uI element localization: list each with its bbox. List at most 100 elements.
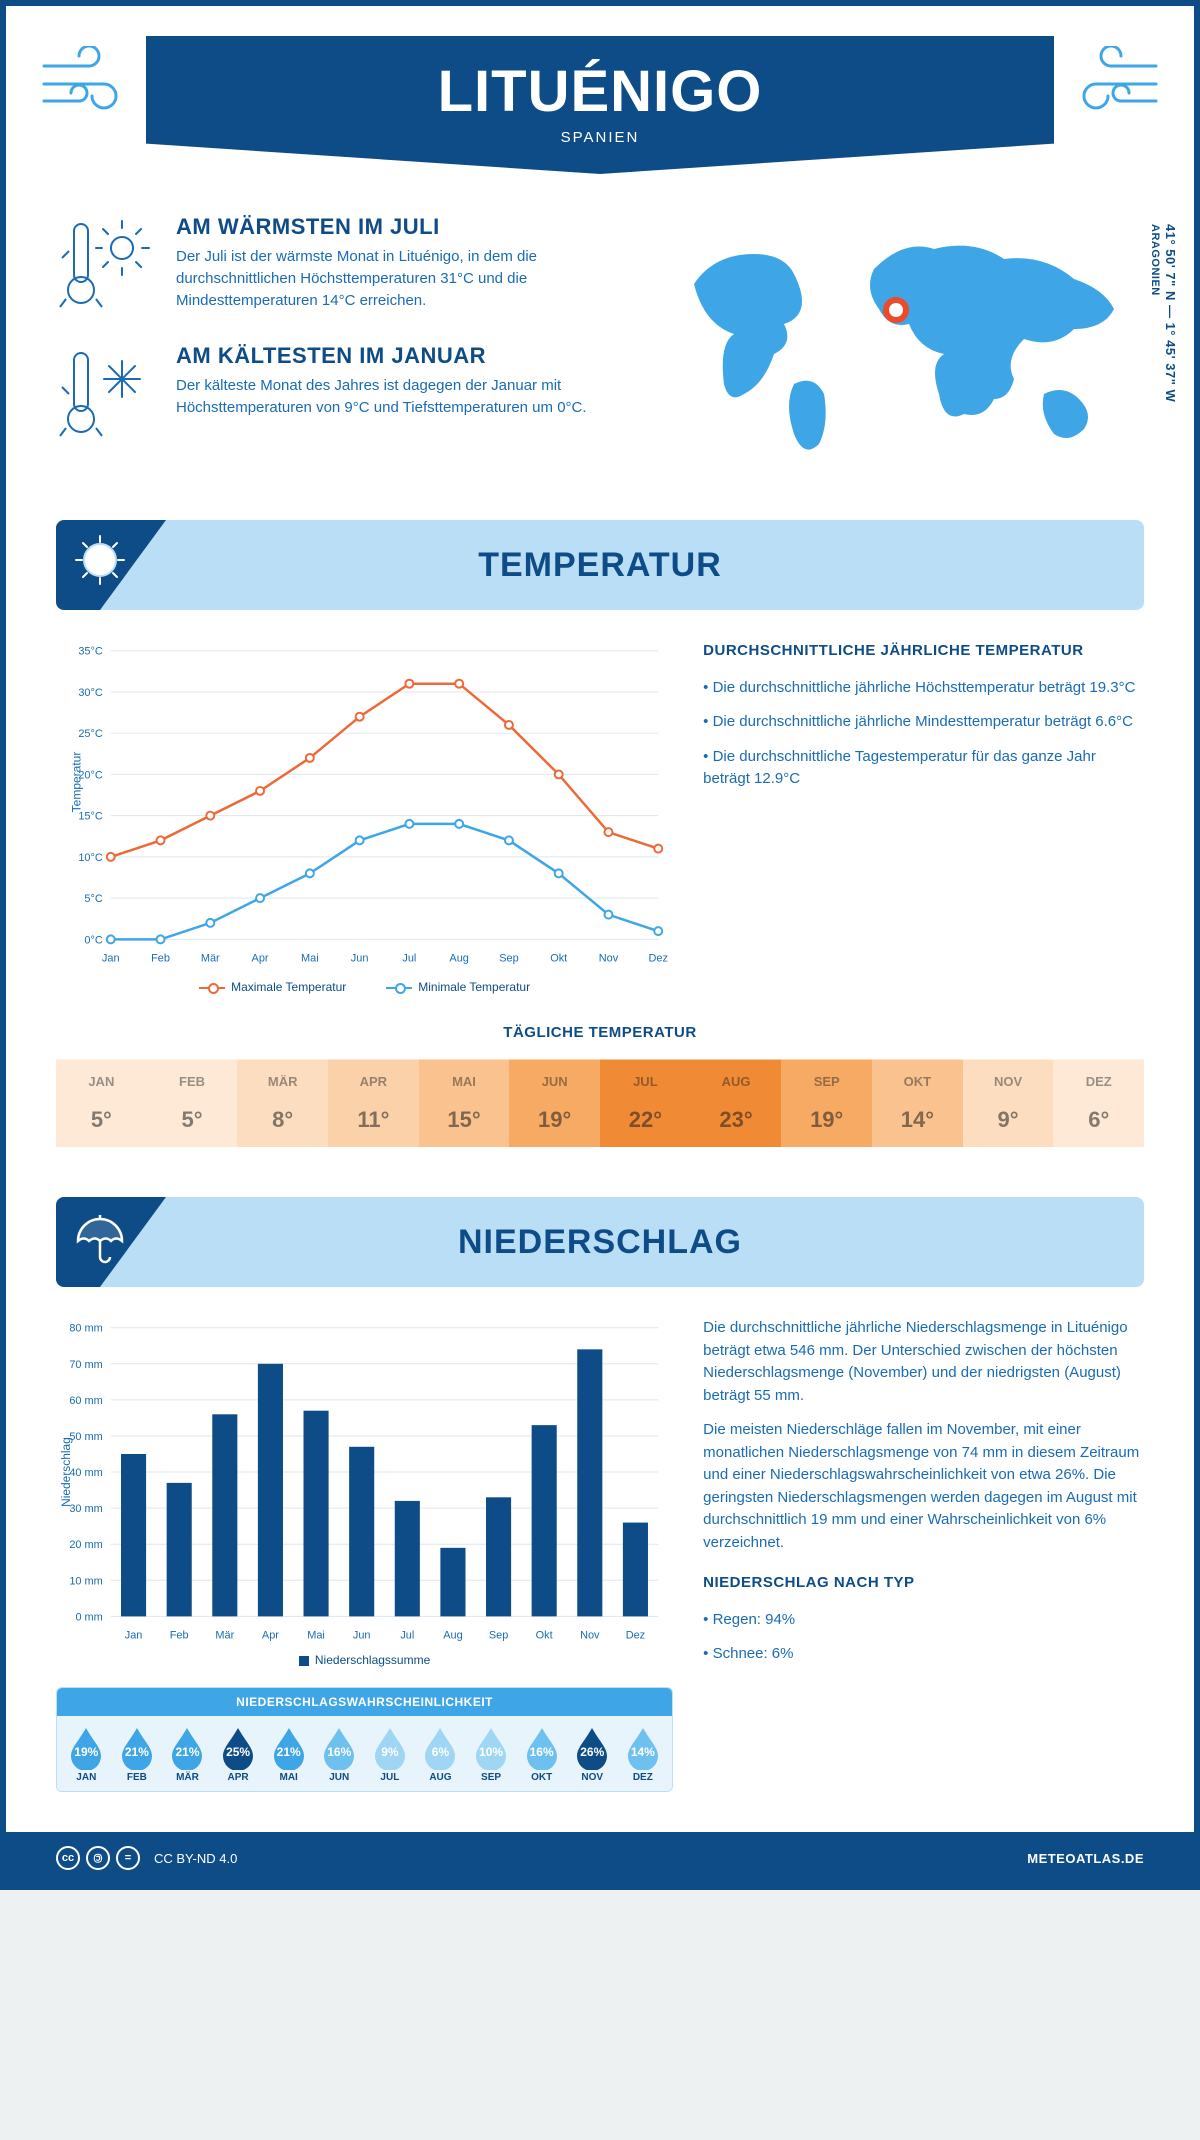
by-icon: 🄯 bbox=[86, 1846, 110, 1870]
svg-text:Nov: Nov bbox=[580, 1629, 600, 1641]
svg-text:Jan: Jan bbox=[102, 952, 120, 964]
infographic-page: LITUÉNIGO SPANIEN AM WÄRMSTEN IM JULI De… bbox=[0, 0, 1200, 1890]
precipitation-bar-chart: 0 mm10 mm20 mm30 mm40 mm50 mm60 mm70 mm8… bbox=[56, 1317, 673, 1647]
prob-cell: 21%FEB bbox=[112, 1726, 163, 1783]
wind-icon bbox=[1066, 46, 1166, 116]
svg-text:Jan: Jan bbox=[125, 1629, 143, 1641]
svg-text:Okt: Okt bbox=[536, 1629, 553, 1641]
svg-text:Mär: Mär bbox=[201, 952, 220, 964]
warmest-fact: AM WÄRMSTEN IM JULI Der Juli ist der wär… bbox=[56, 214, 634, 319]
svg-text:Mai: Mai bbox=[301, 952, 319, 964]
umbrella-icon bbox=[56, 1197, 166, 1287]
world-map: 41° 50' 7" N — 1° 45' 37" W ARAGONIEN bbox=[664, 214, 1144, 472]
svg-text:0°C: 0°C bbox=[84, 934, 102, 946]
svg-text:15°C: 15°C bbox=[78, 811, 103, 823]
chart-legend: Maximale Temperatur Minimale Temperatur bbox=[56, 980, 673, 994]
prob-cell: 25%APR bbox=[213, 1726, 264, 1783]
svg-text:Jun: Jun bbox=[353, 1629, 371, 1641]
temperature-summary-text: DURCHSCHNITTLICHE JÄHRLICHE TEMPERATUR •… bbox=[703, 640, 1144, 994]
svg-text:10°C: 10°C bbox=[78, 852, 103, 864]
chart-legend: Niederschlagssumme bbox=[56, 1653, 673, 1667]
svg-text:30°C: 30°C bbox=[78, 687, 103, 699]
svg-text:35°C: 35°C bbox=[78, 646, 103, 658]
prob-cell: 9%JUL bbox=[365, 1726, 416, 1783]
daily-cell: SEP19° bbox=[781, 1059, 872, 1147]
daily-cell: NOV9° bbox=[963, 1059, 1054, 1147]
svg-text:40 mm: 40 mm bbox=[69, 1467, 102, 1479]
svg-text:Nov: Nov bbox=[599, 952, 619, 964]
svg-text:Dez: Dez bbox=[649, 952, 668, 964]
precip-probability-box: NIEDERSCHLAGSWAHRSCHEINLICHKEIT 19%JAN21… bbox=[56, 1687, 673, 1792]
prob-cell: 6%AUG bbox=[415, 1726, 466, 1783]
summary-row: AM WÄRMSTEN IM JULI Der Juli ist der wär… bbox=[6, 174, 1194, 502]
section-title: TEMPERATUR bbox=[478, 546, 722, 585]
svg-text:Feb: Feb bbox=[170, 1629, 189, 1641]
svg-text:Jul: Jul bbox=[400, 1629, 414, 1641]
svg-text:Jun: Jun bbox=[351, 952, 369, 964]
prob-cell: 26%NOV bbox=[567, 1726, 618, 1783]
fact-text: Der Juli ist der wärmste Monat in Lituén… bbox=[176, 246, 634, 311]
svg-text:5°C: 5°C bbox=[84, 893, 102, 905]
fact-text: Der kälteste Monat des Jahres ist dagege… bbox=[176, 375, 634, 419]
daily-temp-table: JAN5°FEB5°MÄR8°APR11°MAI15°JUN19°JUL22°A… bbox=[56, 1059, 1144, 1147]
cc-icons: cc 🄯 = bbox=[56, 1846, 140, 1870]
page-subtitle: SPANIEN bbox=[146, 129, 1054, 146]
license-text: CC BY-ND 4.0 bbox=[154, 1851, 237, 1866]
svg-text:Okt: Okt bbox=[550, 952, 567, 964]
sun-icon bbox=[56, 520, 166, 610]
daily-cell: MAI15° bbox=[419, 1059, 510, 1147]
svg-text:Feb: Feb bbox=[151, 952, 170, 964]
svg-text:60 mm: 60 mm bbox=[69, 1395, 102, 1407]
daily-cell: MÄR8° bbox=[237, 1059, 328, 1147]
svg-text:Sep: Sep bbox=[499, 952, 518, 964]
prob-cell: 19%JAN bbox=[61, 1726, 112, 1783]
daily-cell: JAN5° bbox=[56, 1059, 147, 1147]
svg-text:Aug: Aug bbox=[443, 1629, 462, 1641]
page-title: LITUÉNIGO bbox=[146, 58, 1054, 125]
coldest-fact: AM KÄLTESTEN IM JANUAR Der kälteste Mona… bbox=[56, 343, 634, 448]
daily-cell: JUN19° bbox=[509, 1059, 600, 1147]
daily-cell: APR11° bbox=[328, 1059, 419, 1147]
prob-cell: 16%JUN bbox=[314, 1726, 365, 1783]
svg-text:20 mm: 20 mm bbox=[69, 1539, 102, 1551]
svg-text:0 mm: 0 mm bbox=[75, 1611, 102, 1623]
svg-text:10 mm: 10 mm bbox=[69, 1575, 102, 1587]
svg-text:70 mm: 70 mm bbox=[69, 1359, 102, 1371]
svg-text:Aug: Aug bbox=[449, 952, 468, 964]
precipitation-summary-text: Die durchschnittliche jährliche Niedersc… bbox=[703, 1317, 1144, 1792]
svg-text:Niederschlag: Niederschlag bbox=[59, 1437, 73, 1507]
temperature-line-chart: Temperatur 0°C5°C10°C15°C20°C25°C30°C35°… bbox=[56, 640, 673, 970]
daily-cell: OKT14° bbox=[872, 1059, 963, 1147]
coordinates: 41° 50' 7" N — 1° 45' 37" W ARAGONIEN bbox=[1148, 224, 1178, 402]
daily-cell: AUG23° bbox=[691, 1059, 782, 1147]
prob-cell: 16%OKT bbox=[516, 1726, 567, 1783]
y-axis-label: Temperatur bbox=[69, 752, 83, 813]
wind-icon bbox=[34, 46, 134, 116]
cc-icon: cc bbox=[56, 1846, 80, 1870]
svg-text:Jul: Jul bbox=[402, 952, 416, 964]
prob-cell: 10%SEP bbox=[466, 1726, 517, 1783]
section-header-precip: NIEDERSCHLAG bbox=[56, 1197, 1144, 1287]
daily-temp-title: TÄGLICHE TEMPERATUR bbox=[6, 1024, 1194, 1041]
svg-text:25°C: 25°C bbox=[78, 728, 103, 740]
svg-text:Apr: Apr bbox=[262, 1629, 279, 1641]
svg-text:30 mm: 30 mm bbox=[69, 1503, 102, 1515]
brand-name: METEOATLAS.DE bbox=[1027, 1851, 1144, 1866]
svg-text:Apr: Apr bbox=[252, 952, 269, 964]
svg-text:Sep: Sep bbox=[489, 1629, 508, 1641]
thermometer-snow-icon bbox=[56, 343, 156, 448]
fact-title: AM WÄRMSTEN IM JULI bbox=[176, 214, 634, 240]
svg-text:Mär: Mär bbox=[215, 1629, 234, 1641]
prob-cell: 21%MAI bbox=[263, 1726, 314, 1783]
section-header-temp: TEMPERATUR bbox=[56, 520, 1144, 610]
header-banner: LITUÉNIGO SPANIEN bbox=[146, 36, 1054, 174]
svg-text:Mai: Mai bbox=[307, 1629, 325, 1641]
nd-icon: = bbox=[116, 1846, 140, 1870]
fact-title: AM KÄLTESTEN IM JANUAR bbox=[176, 343, 634, 369]
footer: cc 🄯 = CC BY-ND 4.0 METEOATLAS.DE bbox=[6, 1832, 1194, 1884]
svg-text:50 mm: 50 mm bbox=[69, 1431, 102, 1443]
daily-cell: FEB5° bbox=[147, 1059, 238, 1147]
prob-cell: 14%DEZ bbox=[618, 1726, 669, 1783]
daily-cell: DEZ6° bbox=[1053, 1059, 1144, 1147]
section-title: NIEDERSCHLAG bbox=[458, 1223, 742, 1262]
